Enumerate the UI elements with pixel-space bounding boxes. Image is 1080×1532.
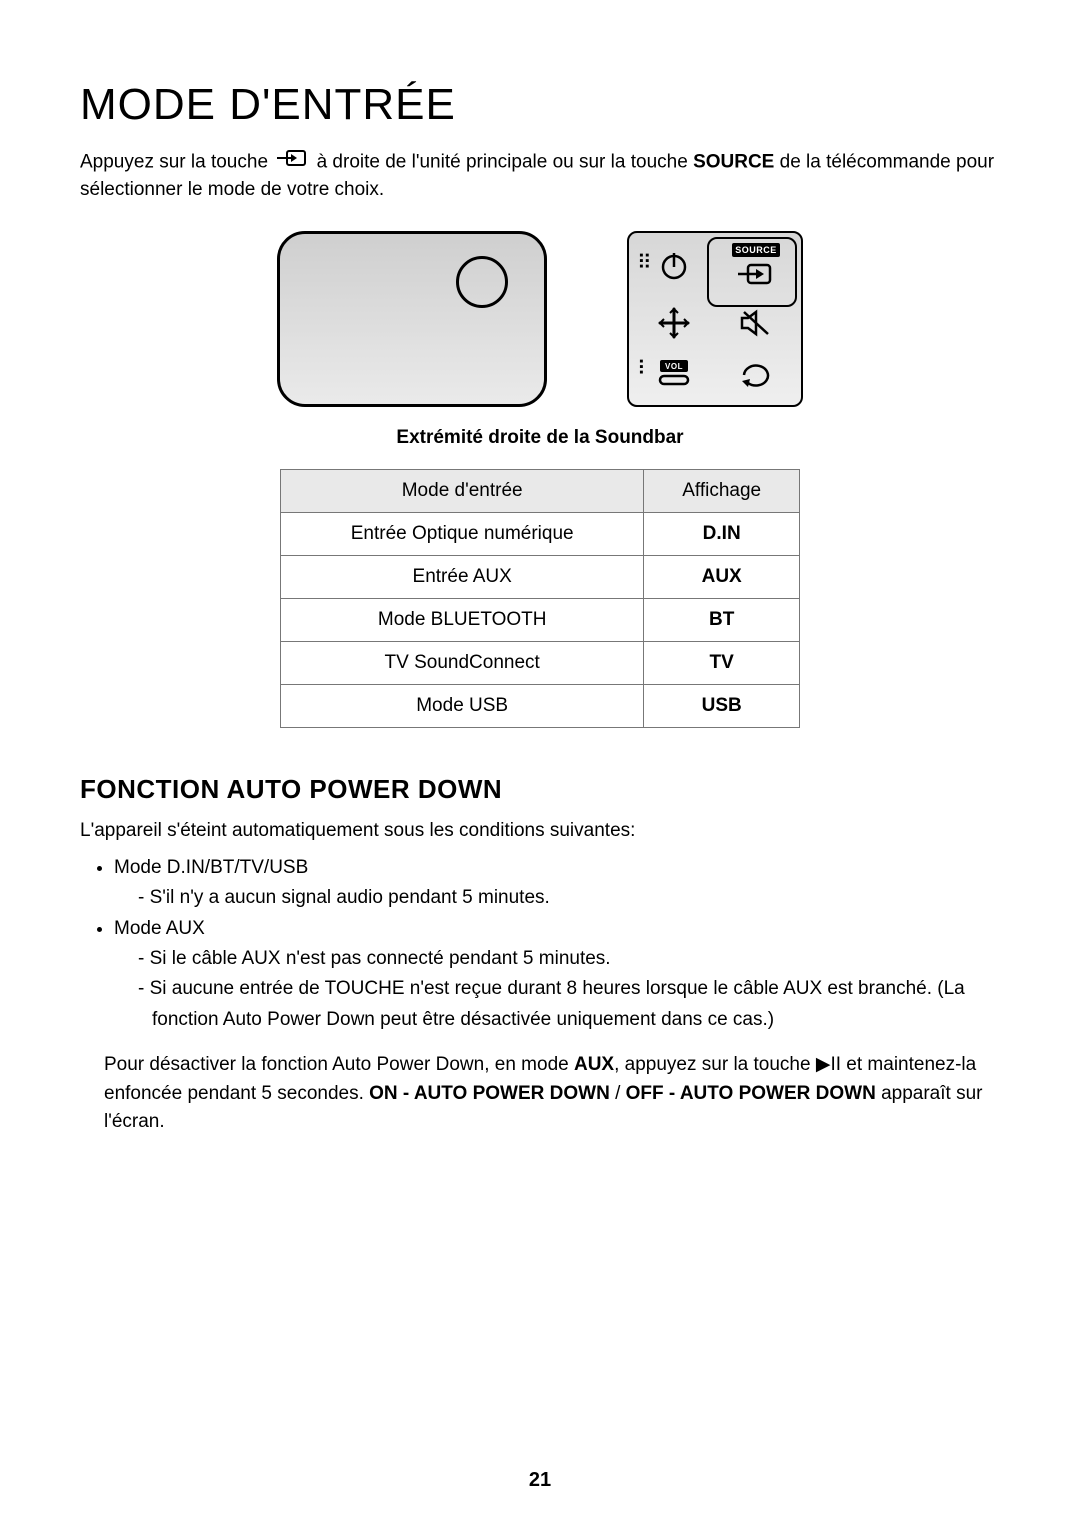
bullet-2-sub2: Si aucune entrée de TOUCHE n'est reçue d… xyxy=(138,974,1000,1035)
intro-source-word: SOURCE xyxy=(693,151,774,172)
foot-sep: / xyxy=(610,1083,626,1104)
remote-source-label: SOURCE xyxy=(732,243,780,257)
section-title: FONCTION AUTO POWER DOWN xyxy=(80,774,1000,805)
table-row: Mode BLUETOOTH BT xyxy=(281,599,800,642)
intro-text: Appuyez sur la touche à droite de l'unit… xyxy=(80,148,1000,203)
cell-mode: Entrée AUX xyxy=(281,556,644,599)
plus-icon xyxy=(656,305,692,341)
table-row: TV SoundConnect TV xyxy=(281,642,800,685)
braille-dots-1: ⠿ xyxy=(637,253,652,273)
cell-display: USB xyxy=(644,685,800,728)
braille-dots-2: ⠇ xyxy=(637,359,652,379)
play-pause-icon: ▶II xyxy=(816,1054,841,1075)
remote-power-cell xyxy=(656,247,692,283)
section-intro: L'appareil s'éteint automatiquement sous… xyxy=(80,817,1000,845)
bullet-1: Mode D.IN/BT/TV/USB S'il n'y a aucun sig… xyxy=(114,853,1000,914)
soundbar-button-circle xyxy=(456,256,508,308)
power-icon xyxy=(656,247,692,283)
table-header-row: Mode d'entrée Affichage xyxy=(281,470,800,513)
soundbar-box xyxy=(277,231,547,407)
remote-volup-cell xyxy=(656,305,692,341)
remote-voldown-cell: VOL xyxy=(656,360,692,388)
intro-b: à droite de l'unité principale ou sur la… xyxy=(317,151,693,172)
table-row: Entrée AUX AUX xyxy=(281,556,800,599)
cell-display: AUX xyxy=(644,556,800,599)
foot-a: Pour désactiver la fonction Auto Power D… xyxy=(104,1054,574,1075)
bullet-1-sub1: S'il n'y a aucun signal audio pendant 5 … xyxy=(138,883,1000,913)
bullet-2-text: Mode AUX xyxy=(114,918,205,939)
table-row: Entrée Optique numérique D.IN xyxy=(281,513,800,556)
page-number: 21 xyxy=(0,1469,1080,1492)
cell-mode: Mode BLUETOOTH xyxy=(281,599,644,642)
foot-off: OFF - AUTO POWER DOWN xyxy=(626,1083,876,1104)
source-icon xyxy=(277,148,307,177)
page-title: MODE D'ENTRÉE xyxy=(80,80,1000,130)
bullet-2-sub1: Si le câble AUX n'est pas connecté penda… xyxy=(138,944,1000,974)
table-row: Mode USB USB xyxy=(281,685,800,728)
th-mode: Mode d'entrée xyxy=(281,470,644,513)
figure-caption: Extrémité droite de la Soundbar xyxy=(80,427,1000,449)
soundbar-figure xyxy=(277,231,547,407)
remote-source-cell: SOURCE xyxy=(732,243,780,287)
figures-row: ⠿ ⠇ SOURCE xyxy=(80,231,1000,407)
remote-figure: ⠿ ⠇ SOURCE xyxy=(627,231,803,407)
cell-display: D.IN xyxy=(644,513,800,556)
minus-icon xyxy=(656,372,692,388)
cell-display: TV xyxy=(644,642,800,685)
remote-repeat-cell xyxy=(738,359,774,389)
th-display: Affichage xyxy=(644,470,800,513)
foot-on: ON - AUTO POWER DOWN xyxy=(369,1083,610,1104)
modes-table: Mode d'entrée Affichage Entrée Optique n… xyxy=(280,469,800,728)
foot-aux: AUX xyxy=(574,1054,614,1075)
source-icon xyxy=(738,261,774,287)
footnote: Pour désactiver la fonction Auto Power D… xyxy=(80,1051,1000,1137)
cell-mode: TV SoundConnect xyxy=(281,642,644,685)
repeat-icon xyxy=(738,359,774,389)
cell-mode: Entrée Optique numérique xyxy=(281,513,644,556)
bullet-1-text: Mode D.IN/BT/TV/USB xyxy=(114,857,308,878)
cell-mode: Mode USB xyxy=(281,685,644,728)
mute-icon xyxy=(738,308,774,338)
foot-b: , appuyez sur la touche xyxy=(614,1054,816,1075)
bullet-2: Mode AUX Si le câble AUX n'est pas conne… xyxy=(114,914,1000,1036)
bullet-list: Mode D.IN/BT/TV/USB S'il n'y a aucun sig… xyxy=(80,853,1000,1035)
cell-display: BT xyxy=(644,599,800,642)
remote-mute-cell xyxy=(738,308,774,338)
remote-vol-label: VOL xyxy=(660,360,688,372)
intro-a: Appuyez sur la touche xyxy=(80,151,273,172)
